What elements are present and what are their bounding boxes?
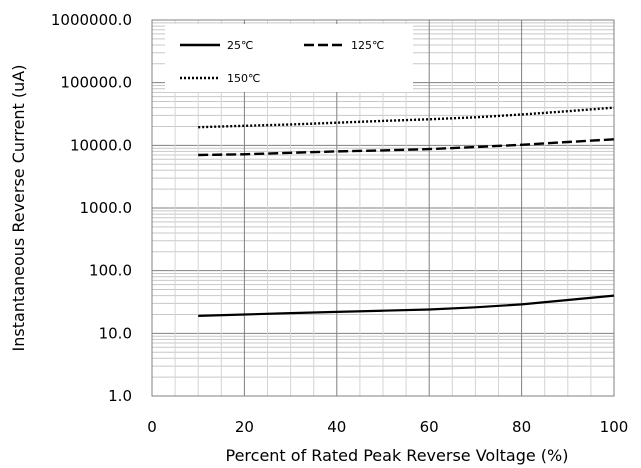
x-axis-title: Percent of Rated Peak Reverse Voltage (%… xyxy=(226,446,569,465)
x-axis-tick-labels: 0 20 40 60 80 100 xyxy=(147,418,628,436)
x-tick-label: 80 xyxy=(512,418,531,436)
y-tick-label: 100.0 xyxy=(89,262,132,280)
y-tick-label: 100000.0 xyxy=(60,74,132,92)
series-layer xyxy=(198,106,615,317)
legend-label-1: 125℃ xyxy=(351,39,384,52)
legend-box xyxy=(165,24,413,92)
legend-label-0: 25℃ xyxy=(227,39,253,52)
x-tick-label: 60 xyxy=(420,418,439,436)
y-axis-tick-labels: 1.0 10.0 100.0 1000.0 10000.0 100000.0 1000000… xyxy=(51,11,132,405)
x-tick-label: 40 xyxy=(327,418,346,436)
legend-label-2: 150℃ xyxy=(227,72,260,85)
y-tick-label: 1000.0 xyxy=(80,199,133,217)
y-tick-label: 1.0 xyxy=(108,387,132,405)
series-line-2 xyxy=(198,106,615,129)
legend: 25℃ 125℃ 150℃ xyxy=(165,24,413,92)
x-tick-label: 0 xyxy=(147,418,157,436)
y-tick-label: 10.0 xyxy=(99,324,132,342)
y-tick-label: 1000000.0 xyxy=(51,11,132,29)
y-tick-label: 10000.0 xyxy=(70,136,132,154)
x-tick-label: 100 xyxy=(600,418,629,436)
x-tick-label: 20 xyxy=(235,418,254,436)
plot-frame xyxy=(151,19,615,397)
y-axis-title: Instantaneous Reverse Current (uA) xyxy=(9,65,28,352)
series-line-0 xyxy=(198,294,615,317)
